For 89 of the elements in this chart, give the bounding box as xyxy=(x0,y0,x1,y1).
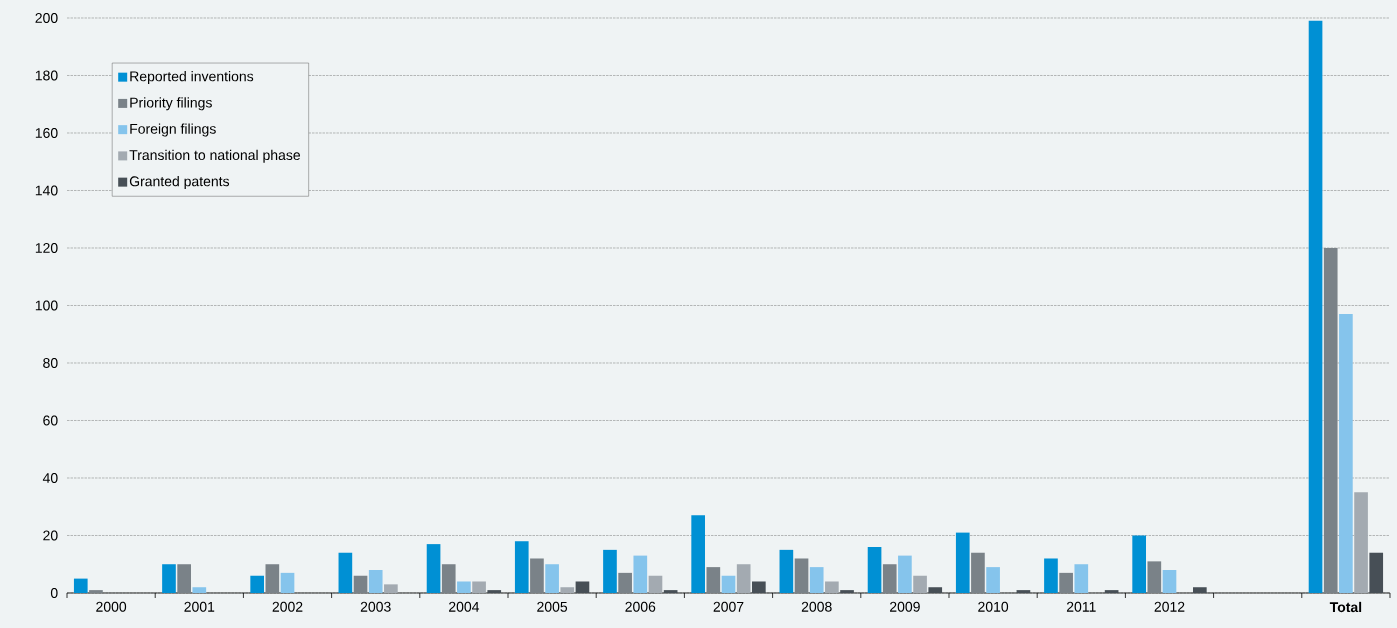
legend-label: Granted patents xyxy=(129,176,230,190)
bar xyxy=(192,587,207,593)
bar xyxy=(971,552,985,593)
bar xyxy=(560,587,575,593)
bar xyxy=(73,578,88,593)
y-tick-label: 0 xyxy=(50,588,58,598)
bar xyxy=(1308,20,1323,593)
x-tick-label: 2006 xyxy=(625,601,656,612)
bar xyxy=(1354,492,1368,593)
bar xyxy=(1323,247,1338,593)
legend-label: Priority filings xyxy=(130,97,212,111)
x-tick-label: 2011 xyxy=(1066,601,1096,612)
x-tick-label: 2010 xyxy=(978,601,1009,612)
y-tick-label: 100 xyxy=(35,300,58,311)
y-tick-label: 160 xyxy=(35,128,58,138)
x-tick-label: 2008 xyxy=(801,601,832,612)
bar xyxy=(89,590,103,593)
bar xyxy=(898,555,912,593)
bar xyxy=(1044,558,1058,593)
bar xyxy=(633,555,648,593)
bar xyxy=(457,581,471,593)
bar xyxy=(809,567,824,593)
y-tick-label: 180 xyxy=(35,70,58,81)
bar xyxy=(353,575,368,593)
x-tick-label: 2001 xyxy=(184,601,215,612)
bar xyxy=(1369,552,1384,593)
bar xyxy=(368,569,383,593)
x-tick-label: 2012 xyxy=(1154,601,1185,612)
bar xyxy=(913,575,927,593)
bar xyxy=(663,590,678,593)
bar xyxy=(1132,535,1146,593)
bar xyxy=(882,564,897,593)
bar xyxy=(384,584,398,593)
bar xyxy=(338,552,353,593)
y-tick-label: 120 xyxy=(35,243,58,253)
legend-label: Foreign filings xyxy=(130,123,216,137)
bar xyxy=(1147,561,1162,593)
bar xyxy=(691,515,705,593)
bar xyxy=(736,564,751,593)
bar xyxy=(794,558,809,593)
bar xyxy=(618,572,632,593)
y-tick-label: 40 xyxy=(42,473,58,483)
bar xyxy=(603,549,617,593)
bar xyxy=(472,581,486,593)
bar xyxy=(955,532,970,593)
bar xyxy=(280,572,295,593)
bar xyxy=(426,544,441,593)
bar xyxy=(250,575,264,593)
x-tick-label: 2007 xyxy=(713,601,744,612)
bar xyxy=(177,564,191,593)
y-tick-label: 80 xyxy=(43,358,58,368)
bar xyxy=(721,575,736,593)
legend-label: Transition to national phase xyxy=(129,149,301,163)
bar xyxy=(1059,572,1073,593)
x-tick-label: 2002 xyxy=(272,601,303,612)
bar xyxy=(986,567,1000,593)
bar xyxy=(752,581,766,593)
x-tick-label: 2000 xyxy=(96,601,127,612)
y-tick-label: 140 xyxy=(35,185,58,196)
bar xyxy=(441,564,456,593)
bar xyxy=(1339,314,1353,593)
legend-label: Reported inventions xyxy=(130,71,254,85)
bar xyxy=(825,581,839,593)
bar xyxy=(1016,590,1031,593)
x-tick-label: 2004 xyxy=(449,601,480,612)
bar xyxy=(928,587,943,593)
bar xyxy=(779,549,794,593)
bar xyxy=(514,541,529,593)
bar xyxy=(867,546,882,593)
bar xyxy=(575,581,590,593)
x-tick-label: 2003 xyxy=(360,601,391,612)
bar xyxy=(487,590,502,593)
bar xyxy=(1162,569,1177,593)
x-tick-label: 2009 xyxy=(890,601,920,612)
bar xyxy=(840,590,854,593)
x-tick-label: 2005 xyxy=(537,601,568,612)
bar xyxy=(648,575,663,593)
y-tick-label: 200 xyxy=(35,13,58,23)
y-tick-label: 60 xyxy=(43,415,58,426)
bar xyxy=(545,564,559,593)
bar xyxy=(162,564,176,593)
bar xyxy=(1074,564,1089,593)
bar xyxy=(265,564,280,593)
bar xyxy=(706,567,721,593)
bar xyxy=(1104,590,1119,593)
x-tick-label: Total xyxy=(1329,601,1362,613)
bar xyxy=(530,558,544,593)
y-tick-label: 20 xyxy=(43,530,58,541)
bar xyxy=(1193,587,1207,593)
